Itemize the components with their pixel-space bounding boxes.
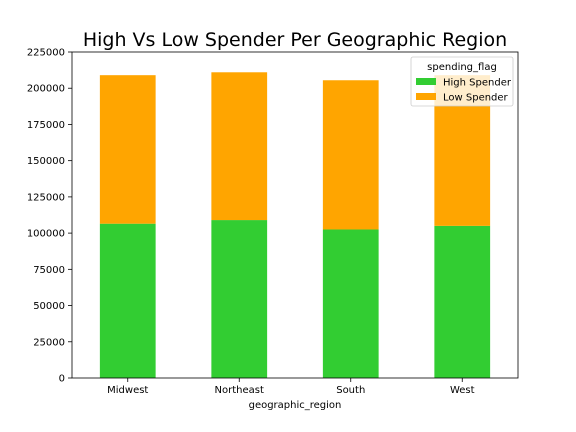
bar-high-spender-midwest (99, 223, 156, 378)
y-tick-label: 175000 (27, 120, 65, 131)
y-tick-label: 50000 (33, 301, 65, 312)
y-tick-label: 0 (59, 374, 65, 385)
y-tick-label: 200000 (27, 84, 65, 95)
bars (99, 72, 491, 378)
legend-title: spending_flag (427, 62, 497, 73)
y-tick-label: 150000 (27, 156, 65, 167)
x-tick-label: Northeast (215, 385, 264, 396)
legend-box (410, 56, 514, 107)
y-tick-label: 125000 (27, 192, 65, 203)
legend-label: High Spender (443, 78, 512, 89)
legend-swatch-low-spender (416, 93, 436, 100)
legend: spending_flag High Spender Low Spender (410, 56, 514, 107)
x-tick-label: Midwest (107, 385, 148, 396)
bar-high-spender-northeast (211, 220, 268, 378)
legend-swatch-high-spender (416, 78, 436, 85)
y-tick-label: 100000 (27, 229, 65, 240)
x-tick-label: West (450, 385, 475, 396)
y-tick-label: 75000 (33, 265, 65, 276)
bar-high-spender-south (322, 229, 379, 378)
bar-low-spender-south (322, 80, 379, 230)
chart-title: High Vs Low Spender Per Geographic Regio… (83, 29, 507, 51)
y-axis: 0 25000 50000 75000 100000 125000 150000 175000… (27, 48, 72, 385)
bar-low-spender-northeast (211, 72, 268, 221)
bar-high-spender-west (434, 225, 491, 378)
x-tick-label: South (336, 385, 365, 396)
y-tick-label: 225000 (27, 48, 65, 59)
x-axis-title: geographic_region (249, 400, 342, 411)
plot-frame (71, 51, 519, 379)
y-tick-label: 25000 (33, 337, 65, 348)
legend-label: Low Spender (443, 93, 509, 104)
x-axis: Midwest Northeast South West (107, 378, 475, 396)
bar-low-spender-midwest (99, 75, 156, 224)
